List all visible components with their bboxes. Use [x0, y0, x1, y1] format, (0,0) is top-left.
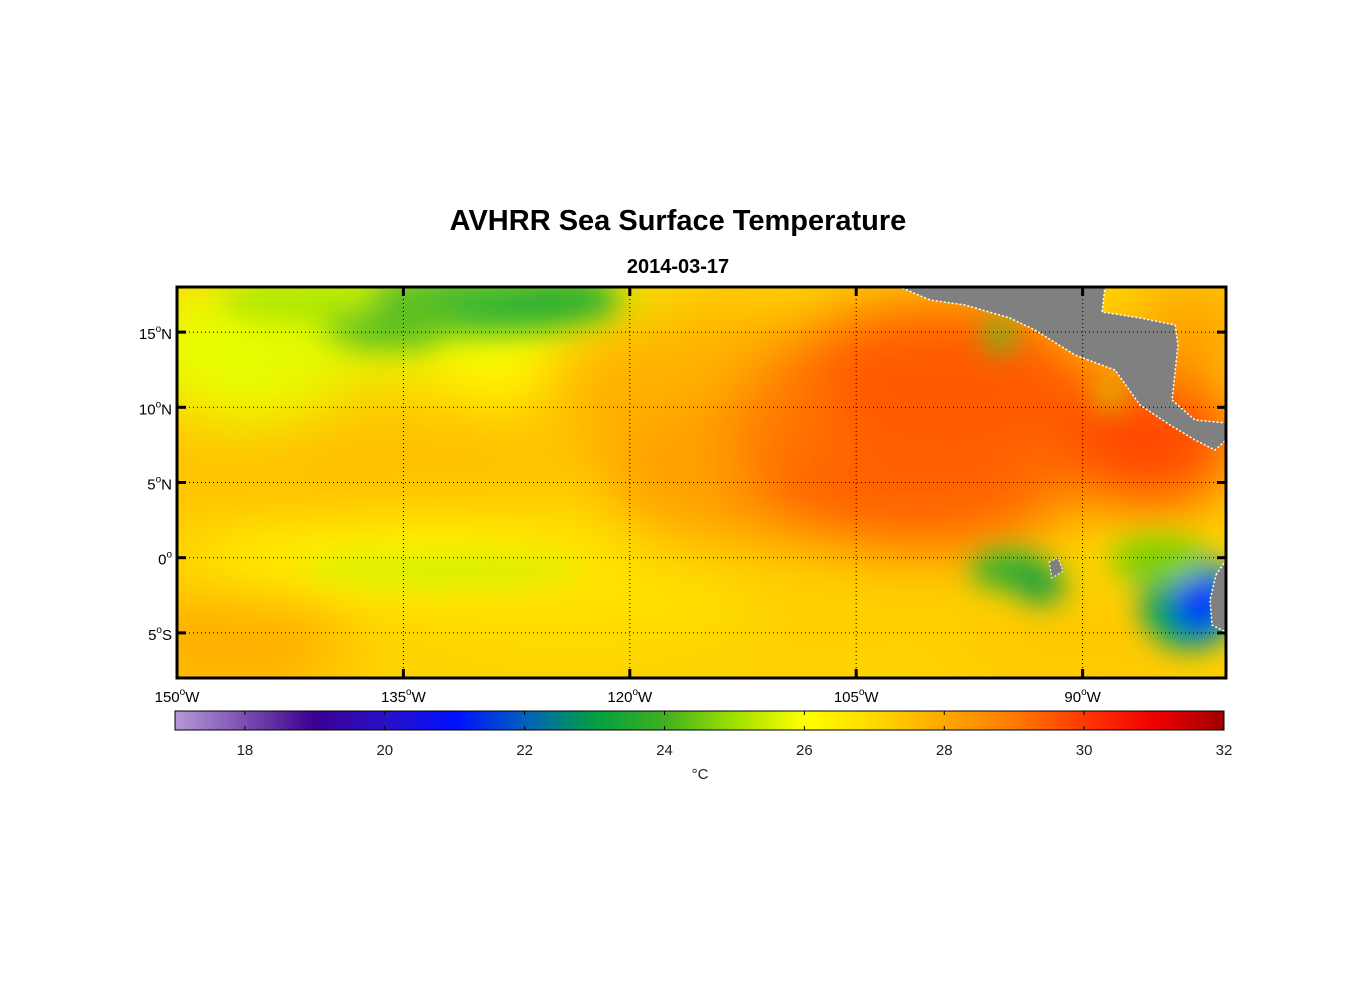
latitude-tick-label: 0o: [158, 550, 172, 569]
colorbar-tick-label: 20: [376, 742, 393, 759]
colorbar-tick-label: 22: [516, 742, 533, 759]
longitude-tick-label: 150oW: [155, 687, 201, 706]
colorbar-ticks: 18 20 22 24 26 28 30 32: [237, 711, 1233, 759]
colorbar-tick-label: 26: [796, 742, 813, 759]
longitude-tick-label: 120oW: [607, 687, 653, 706]
colorbar-tick-label: 18: [237, 742, 254, 759]
longitude-tick-label: 135oW: [381, 687, 427, 706]
colorbar-tick-label: 28: [936, 742, 953, 759]
sst-field: [177, 287, 1226, 678]
map-date-subtitle: 2014-03-17: [626, 256, 730, 278]
latitude-labels: 15oN 10oN 5oN 0o 5oS: [139, 324, 173, 644]
colorbar: [174, 710, 1225, 731]
latitude-tick-label: 5oS: [148, 625, 172, 644]
latitude-tick-label: 10oN: [139, 399, 172, 418]
latitude-tick-label: 15oN: [139, 324, 172, 343]
map-frame: [175, 285, 1228, 680]
colorbar-tick-label: 24: [656, 742, 673, 759]
map-title: AVHRR Sea Surface Temperature: [449, 205, 907, 237]
colorbar-tick-label: 30: [1076, 742, 1093, 759]
land-mass: [899, 287, 1226, 633]
colorbar-tick-label: 32: [1216, 742, 1233, 759]
longitude-tick-label: 105oW: [834, 687, 880, 706]
graticule: [177, 287, 1226, 678]
longitude-labels: 150oW 135oW 120oW 105oW 90oW: [155, 687, 1102, 706]
colorbar-unit-label: °C: [692, 766, 709, 783]
latitude-tick-label: 5oN: [147, 475, 172, 494]
longitude-tick-label: 90oW: [1064, 687, 1101, 706]
